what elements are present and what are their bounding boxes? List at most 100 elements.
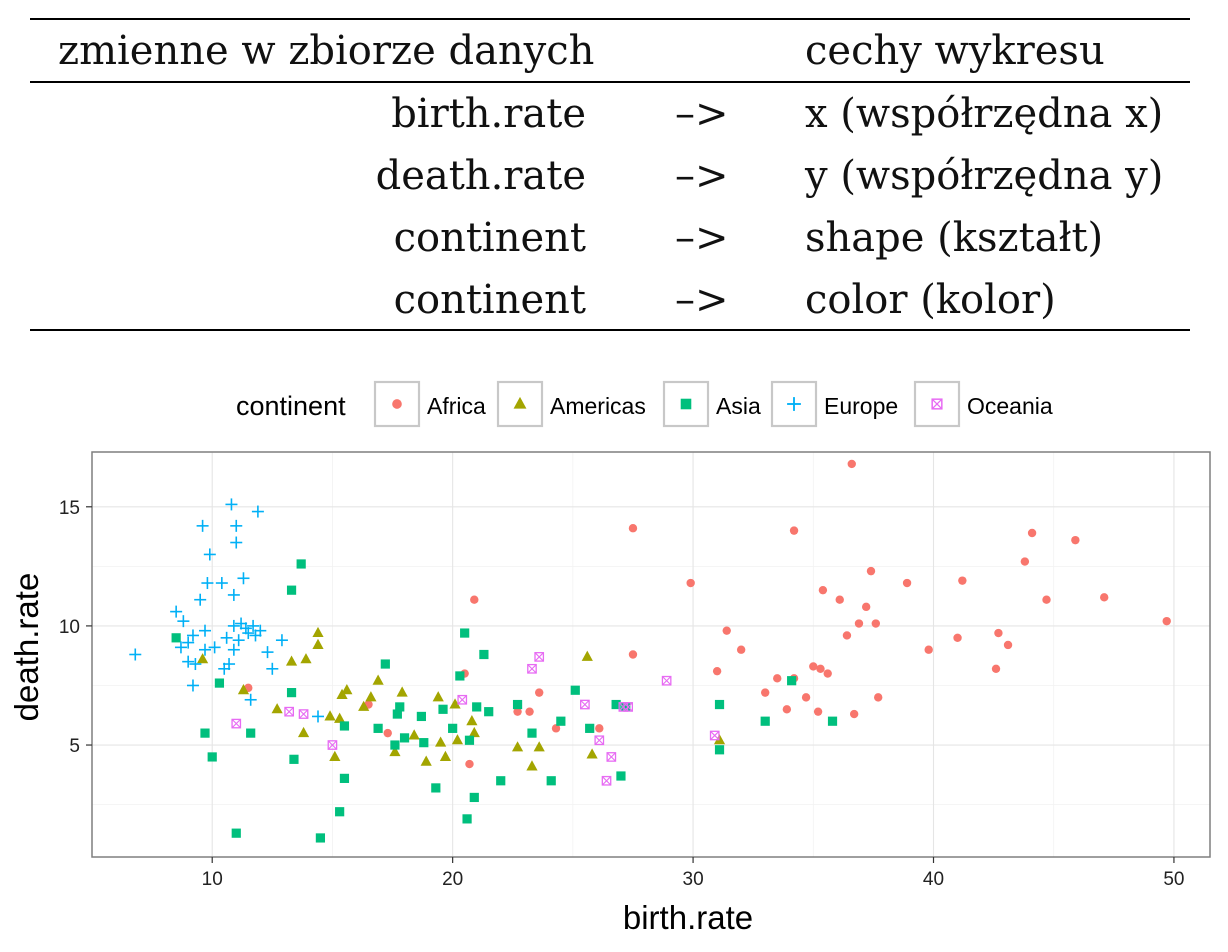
point-asia — [296, 559, 306, 569]
point-africa — [736, 645, 746, 654]
point-oceania — [623, 702, 634, 712]
point-oceania — [601, 775, 612, 786]
point-europe — [203, 548, 216, 561]
legend-key-marker — [680, 398, 692, 410]
axes: 10 20 30 40 50 5 10 15 — [59, 498, 1185, 890]
point-asia — [392, 709, 402, 719]
y-axis-label: death.rate — [8, 573, 45, 722]
legend-label: Americas — [550, 393, 646, 419]
point-americas — [358, 700, 370, 711]
point-asia — [585, 723, 595, 733]
point-americas — [329, 750, 341, 761]
point-africa — [801, 693, 811, 702]
point-asia — [339, 721, 350, 731]
point-europe — [199, 643, 212, 656]
series-asia — [171, 559, 838, 843]
point-americas — [468, 726, 480, 738]
point-asia — [611, 699, 621, 710]
point-africa — [465, 759, 474, 769]
series-oceania — [231, 652, 720, 786]
plot-panel — [92, 452, 1210, 857]
point-africa — [902, 578, 912, 588]
point-europe — [227, 619, 240, 632]
point-africa — [849, 709, 859, 719]
point-europe — [223, 658, 236, 671]
table-header-rule — [30, 81, 1190, 83]
point-americas — [324, 710, 336, 721]
point-asia — [460, 628, 470, 638]
data-points — [129, 459, 1171, 843]
point-europe — [251, 505, 264, 518]
legend-label: Europe — [824, 393, 898, 419]
legend-label: Asia — [716, 393, 761, 419]
legend-item-asia: Asia — [662, 380, 761, 428]
point-africa — [958, 576, 967, 585]
point-europe — [177, 615, 190, 628]
legend-key-marker — [787, 397, 801, 411]
point-oceania — [457, 694, 468, 705]
point-oceania — [327, 740, 338, 750]
point-europe — [215, 577, 228, 590]
x-axis-label: birth.rate — [623, 899, 753, 936]
point-europe — [201, 577, 214, 590]
point-asia — [214, 678, 225, 688]
point-africa — [874, 693, 883, 702]
legend-key-marker — [392, 399, 402, 409]
point-africa — [470, 595, 479, 604]
point-africa — [1003, 640, 1013, 650]
point-americas — [408, 729, 420, 740]
point-asia — [390, 740, 400, 750]
point-africa — [782, 705, 792, 714]
point-oceania — [661, 675, 672, 686]
point-africa — [813, 707, 823, 716]
point-europe — [254, 624, 267, 637]
legend-item-oceania: Oceania — [913, 380, 1053, 428]
point-africa — [1020, 557, 1030, 566]
x-tick-label: 30 — [683, 869, 704, 890]
point-asia — [286, 585, 297, 595]
point-asia — [231, 828, 241, 838]
legend-key — [373, 380, 421, 428]
point-americas — [449, 698, 461, 709]
point-africa — [847, 459, 856, 469]
point-americas — [341, 684, 353, 695]
point-africa — [628, 524, 638, 533]
table-header-variables: zmienne w zbiorze danych — [58, 28, 595, 74]
point-europe — [174, 641, 187, 654]
point-americas — [312, 638, 324, 649]
scatter-chart: continent Africa Americas Asia Europe Oceani… — [8, 380, 1211, 936]
table-row-variable: death.rate — [375, 153, 586, 199]
point-oceania — [709, 730, 720, 741]
legend: continent Africa Americas Asia Europe Oceani… — [236, 380, 1053, 428]
point-europe — [199, 624, 212, 637]
legend-label: Oceania — [967, 393, 1053, 419]
y-tick-label: 15 — [59, 498, 80, 519]
point-asia — [339, 773, 350, 783]
table-row-aesthetic: y (współrzędna y) — [805, 153, 1164, 199]
point-asia — [462, 814, 472, 824]
table-bottom-rule — [30, 329, 1190, 331]
legend-key-marker — [931, 398, 943, 410]
point-europe — [247, 619, 260, 632]
table-row-variable: continent — [393, 277, 586, 323]
point-oceania — [534, 652, 545, 662]
point-asia — [496, 776, 506, 786]
point-europe — [232, 634, 245, 647]
point-africa — [535, 688, 544, 697]
point-africa — [866, 566, 876, 576]
legend-item-americas: Americas — [496, 380, 646, 428]
point-americas — [420, 755, 432, 766]
point-asia — [546, 776, 556, 786]
point-asia — [395, 702, 405, 712]
point-africa — [525, 707, 534, 716]
table-row-aesthetic: color (kolor) — [805, 277, 1056, 323]
table-row-aesthetic: x (współrzędna x) — [805, 91, 1164, 137]
point-americas — [511, 741, 524, 752]
point-africa — [953, 633, 962, 643]
point-africa — [722, 626, 731, 635]
point-americas — [271, 703, 283, 714]
point-asia — [472, 702, 482, 712]
point-asia — [315, 833, 326, 843]
point-europe — [275, 634, 288, 647]
point-asia — [416, 711, 426, 722]
